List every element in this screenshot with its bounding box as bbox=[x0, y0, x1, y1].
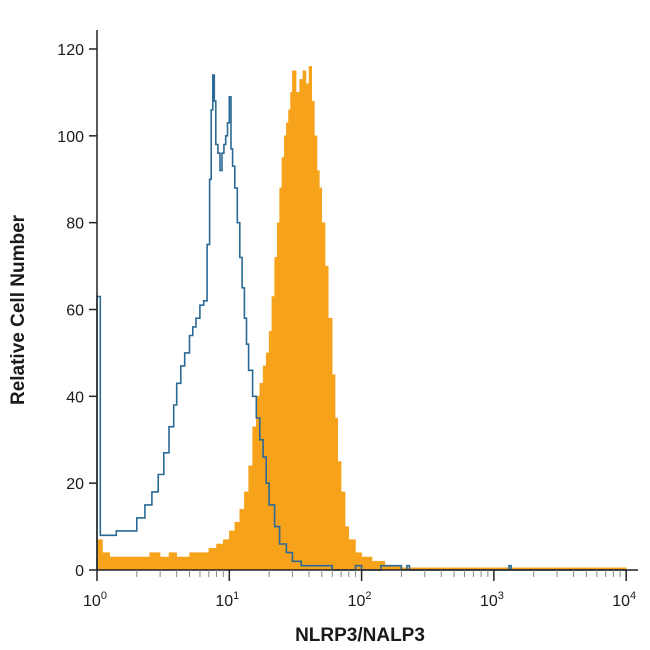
y-tick-label: 0 bbox=[75, 563, 84, 580]
axes-layer bbox=[96, 30, 638, 571]
y-tick-label: 80 bbox=[66, 216, 84, 233]
y-tick-label: 40 bbox=[66, 389, 84, 406]
x-tick-label: 104 bbox=[612, 590, 636, 610]
x-tick-label: 100 bbox=[83, 590, 107, 610]
y-tick-label: 100 bbox=[57, 129, 84, 146]
series-filled-histogram bbox=[96, 66, 627, 571]
y-tick-label: 20 bbox=[66, 476, 84, 493]
y-tick-label: 60 bbox=[66, 303, 84, 320]
x-tick-label: 102 bbox=[348, 590, 372, 610]
series-layer bbox=[96, 66, 627, 571]
series-outline-histogram bbox=[96, 74, 627, 571]
y-axis-ticks: 0 20 40 60 80 100 120 bbox=[57, 42, 97, 580]
x-axis-title: NLRP3/NALP3 bbox=[295, 625, 425, 646]
x-tick-label: 101 bbox=[215, 590, 239, 610]
y-tick-label: 120 bbox=[57, 42, 84, 59]
x-tick-label: 103 bbox=[480, 590, 504, 610]
y-axis-title: Relative Cell Number bbox=[8, 214, 29, 405]
x-axis-ticks: 100 101 102 103 104 bbox=[83, 570, 636, 610]
